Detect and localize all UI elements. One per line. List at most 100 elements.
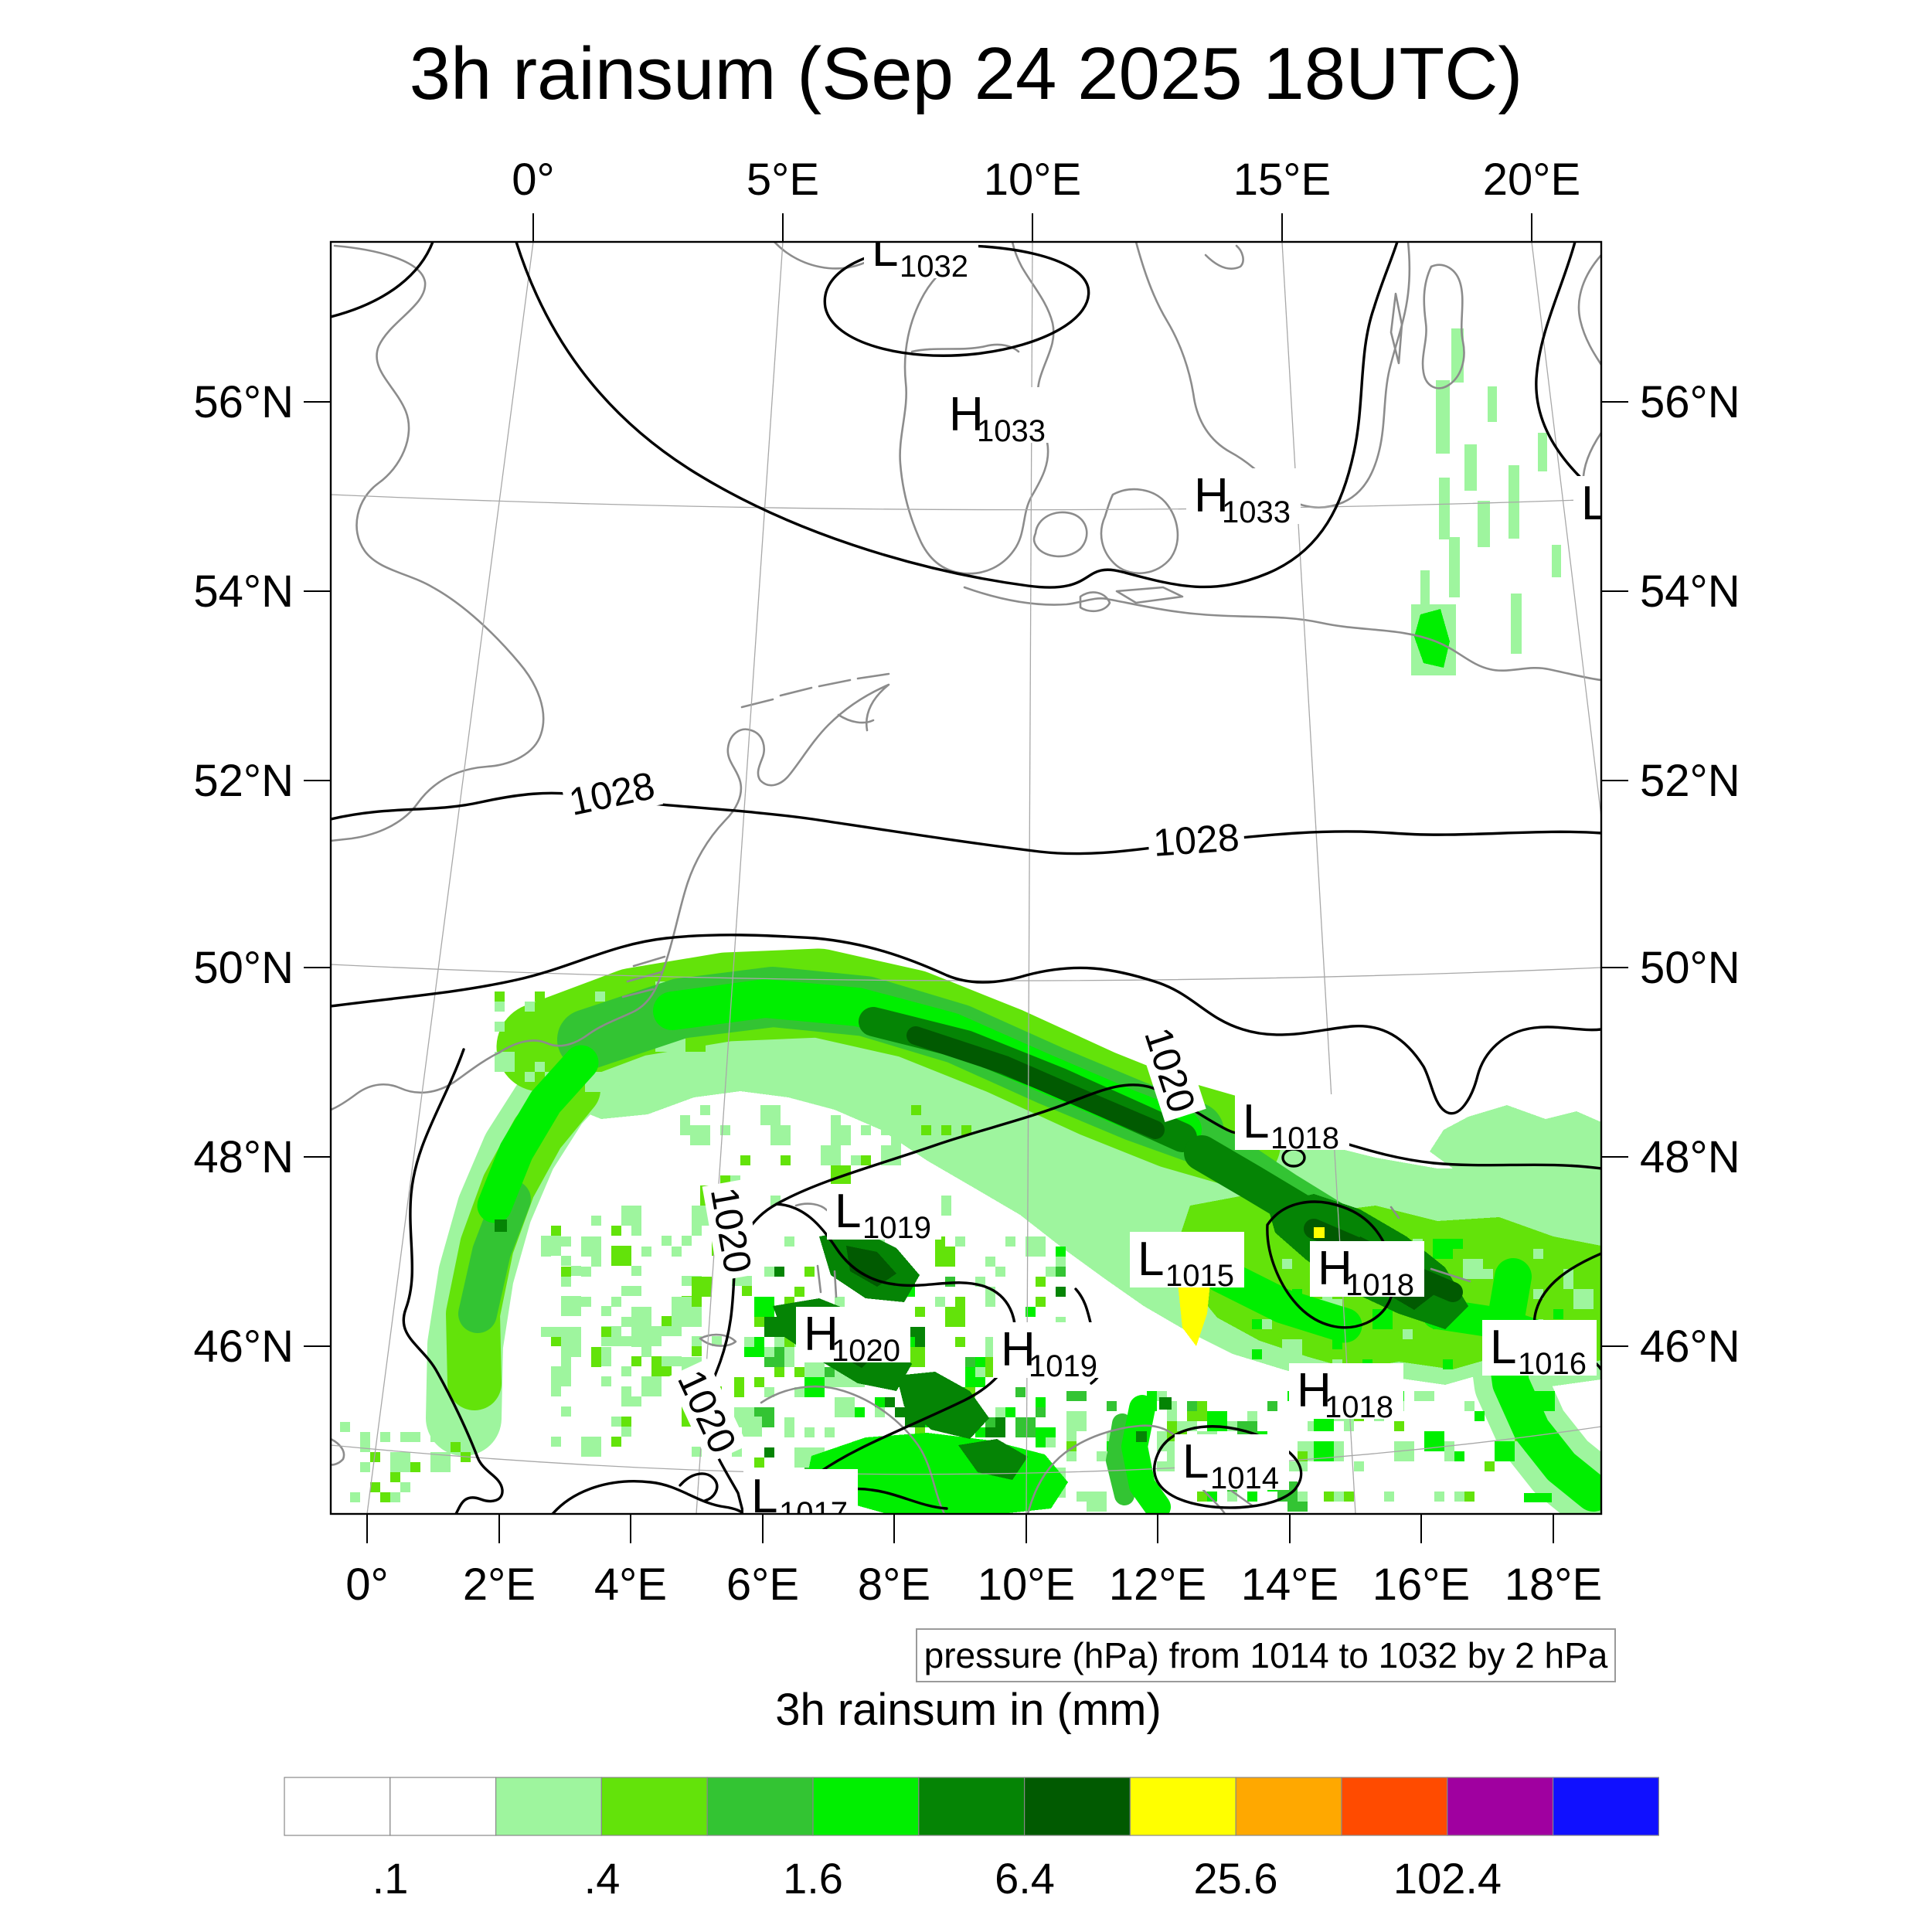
- rain-speckle: [561, 1296, 581, 1316]
- rain-speckle: [641, 1247, 651, 1257]
- rain-speckle: [985, 1257, 995, 1267]
- rain-speckle: [541, 1327, 551, 1337]
- coastline: [794, 1202, 828, 1212]
- colorbar-cell: [389, 1777, 497, 1836]
- pressure-letter: H: [1194, 469, 1229, 522]
- rain-speckle: [804, 1427, 815, 1437]
- contour-label: 1020: [702, 1179, 762, 1281]
- rain-speckle: [835, 1397, 855, 1417]
- rain-speckle: [621, 1286, 631, 1296]
- rain-speckle: [1485, 1461, 1495, 1471]
- rain-speckle: [1066, 1411, 1087, 1431]
- contour-label-box: [560, 761, 664, 825]
- rain-speckle: [1252, 1349, 1262, 1359]
- low-pressure-label: L 1017: [743, 1469, 858, 1530]
- rain-speckle: [1026, 1307, 1036, 1317]
- rain-speckle: [675, 1082, 685, 1092]
- rain-speckle: [1247, 1492, 1257, 1502]
- pressure-label-box: [1482, 1320, 1597, 1376]
- rain-speckle: [561, 1236, 571, 1247]
- rain-speckle: [740, 1155, 750, 1165]
- pressure-value: 1033: [1222, 495, 1291, 529]
- rain-speckle: [891, 1135, 901, 1145]
- rain-speckle: [1454, 1492, 1464, 1502]
- rain-speckle: [861, 1125, 871, 1135]
- pressure-label-box: [1130, 1232, 1244, 1287]
- coastline: [963, 586, 1601, 682]
- rain-speckle: [1107, 1401, 1117, 1411]
- rain-speckle: [672, 1356, 682, 1366]
- rain-cell: [1159, 1397, 1172, 1410]
- rain-speckle: [680, 1115, 690, 1125]
- pressure-value: 1017: [779, 1496, 848, 1530]
- rain-speckle: [754, 1377, 764, 1387]
- rain-speckle: [601, 1327, 611, 1337]
- pressure-label-box: [1186, 468, 1301, 524]
- colorbar-cell: [812, 1777, 920, 1836]
- bottom-axis-label: 0°: [345, 1560, 388, 1610]
- pressure-letter: H: [1297, 1364, 1332, 1417]
- rain-speckle: [340, 1422, 350, 1432]
- rain-speckle: [581, 1437, 601, 1457]
- rain-speckle: [672, 1247, 682, 1257]
- pressure-letter: L: [1490, 1321, 1516, 1374]
- rain-speckle: [935, 1247, 955, 1267]
- top-axis-label: 5°E: [747, 155, 819, 205]
- rain-cell: [1439, 478, 1450, 539]
- coastline: [1134, 242, 1411, 509]
- rain-speckle: [551, 1336, 561, 1346]
- coastline: [331, 1051, 501, 1111]
- pressure-value: 1018: [1325, 1390, 1393, 1424]
- rain-cell: [495, 1219, 507, 1232]
- rain-speckle: [641, 1376, 662, 1396]
- rain-speckle: [682, 1276, 692, 1286]
- rain-speckle: [696, 1042, 706, 1052]
- rain-speckle: [1157, 1461, 1167, 1471]
- rain-speckle: [754, 1317, 764, 1327]
- rain-speckle: [760, 1105, 781, 1125]
- pressure-value: 1019: [862, 1211, 931, 1245]
- pressure-label-box: [941, 387, 1056, 443]
- rain-speckle: [831, 1115, 841, 1125]
- bottom-axis-label: 14°E: [1241, 1560, 1338, 1610]
- rain-speckle: [662, 1356, 672, 1366]
- rain-speckle: [1444, 1451, 1454, 1461]
- left-axis-label: 50°N: [193, 943, 294, 993]
- coastline: [1100, 488, 1179, 575]
- rain-speckle: [742, 1286, 752, 1296]
- colorbar-tick-label: .4: [584, 1854, 621, 1903]
- rain-speckle: [645, 1072, 665, 1092]
- rain-speckle: [451, 1442, 461, 1452]
- coastline: [740, 672, 890, 709]
- rain-speckle: [754, 1297, 774, 1317]
- rain-cell: [1524, 1493, 1552, 1502]
- rain-speckle: [1463, 1259, 1483, 1279]
- rain-speckle: [1334, 1441, 1344, 1451]
- rain-speckle: [784, 1417, 794, 1427]
- bottom-axis-label: 18°E: [1505, 1560, 1602, 1610]
- rain-speckle: [1252, 1319, 1262, 1329]
- rain-speckle: [601, 1306, 611, 1316]
- rain-speckle: [1383, 1349, 1393, 1359]
- pressure-value: 1016: [1518, 1347, 1587, 1381]
- rain-speckle: [1413, 1329, 1423, 1339]
- contour-label-text: 1020: [669, 1363, 745, 1459]
- rain-speckle: [1475, 1411, 1485, 1421]
- pressure-contour: [331, 242, 434, 318]
- rain-speckle: [535, 1062, 545, 1072]
- rain-speckle: [1187, 1401, 1197, 1411]
- rain-cell: [1488, 386, 1497, 422]
- rain-speckle: [551, 1437, 561, 1447]
- rain-speckle: [621, 1336, 631, 1346]
- rain-speckle: [1573, 1289, 1594, 1309]
- rain-speckle: [1077, 1492, 1087, 1502]
- low-pressure-label: L 1032: [864, 242, 978, 284]
- rain-speckle: [685, 1062, 706, 1082]
- rain-speckle: [615, 1072, 625, 1082]
- rain-speckle: [781, 1125, 791, 1135]
- rain-speckle: [1066, 1391, 1077, 1401]
- rain-speckle: [495, 1052, 515, 1072]
- rain-speckle: [1056, 1267, 1066, 1277]
- rain-speckle: [692, 1277, 712, 1297]
